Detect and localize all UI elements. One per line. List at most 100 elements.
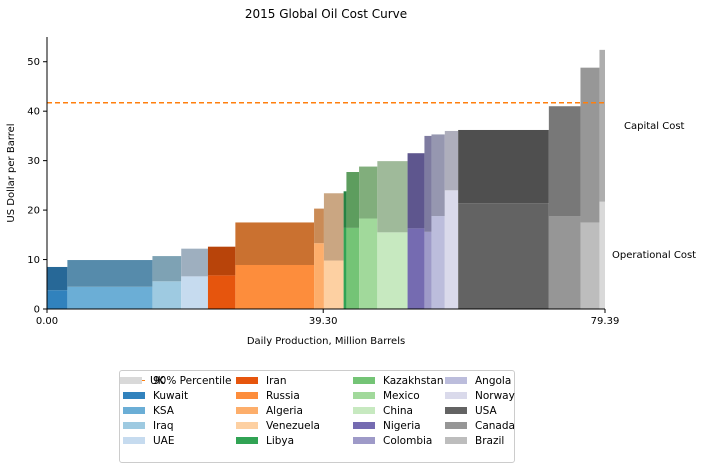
bar-capital-iran	[207, 246, 236, 276]
legend-item-iraq: Iraq	[123, 418, 174, 433]
legend-item-angola: Angola	[445, 373, 511, 388]
legend-item-colombia: Colombia	[353, 433, 432, 448]
y-tick-label: 30	[27, 156, 40, 167]
legend-swatch	[236, 407, 258, 414]
legend-label: Kazakhstan	[383, 374, 444, 387]
legend-item-brazil: Brazil	[445, 433, 504, 448]
y-axis-label: US Dollar per Barrel	[6, 123, 17, 222]
legend-swatch	[120, 377, 142, 384]
bar-capital-iraq	[152, 256, 182, 282]
bar-capital-china	[377, 161, 408, 233]
axes-group: 0 10 20 30 40 50 0.00 39.30 79.39	[27, 37, 619, 327]
bar-operational-venezuela	[323, 260, 344, 309]
bar-operational-kazakhstan	[346, 227, 360, 309]
legend-swatch	[445, 392, 467, 399]
legend-label: Iraq	[153, 419, 174, 432]
legend-label: Libya	[266, 434, 295, 447]
legend-label: USA	[475, 404, 497, 417]
legend-label: Mexico	[383, 389, 420, 402]
bars-group	[47, 49, 605, 309]
legend-item-kazakhstan: Kazakhstan	[353, 373, 444, 388]
legend-item-mexico: Mexico	[353, 388, 420, 403]
bar-capital-nigeria	[407, 153, 425, 229]
bar-operational-libya	[343, 227, 347, 309]
legend-label: UK	[150, 374, 165, 387]
legend-item-nigeria: Nigeria	[353, 418, 421, 433]
y-tick-label: 0	[34, 305, 40, 316]
bar-capital-uk	[599, 49, 605, 202]
legend-label: Kuwait	[153, 389, 189, 402]
legend-item-libya: Libya	[236, 433, 294, 448]
bar-operational-china	[377, 232, 408, 309]
y-tick-label: 50	[27, 57, 40, 68]
legend-item-iran: Iran	[236, 373, 287, 388]
bar-operational-colombia	[424, 231, 432, 309]
legend-swatch	[236, 392, 258, 399]
bar-capital-russia	[235, 222, 315, 265]
legend-item-ksa: KSA	[123, 403, 174, 418]
legend-swatch	[123, 407, 145, 414]
legend-item-russia: Russia	[236, 388, 300, 403]
legend-label: 90% Percentile	[153, 374, 232, 387]
bar-operational-angola	[431, 216, 445, 309]
legend-swatch	[445, 437, 467, 444]
y-tick-label: 20	[27, 206, 40, 217]
bar-operational-nigeria	[407, 228, 425, 309]
legend-label: UAE	[153, 434, 175, 447]
bar-capital-brazil	[580, 67, 600, 223]
bar-capital-kazakhstan	[346, 172, 360, 228]
bar-operational-brazil	[580, 222, 600, 309]
bar-capital-algeria	[314, 208, 324, 244]
legend-swatch	[236, 437, 258, 444]
legend-swatch	[353, 437, 375, 444]
x-tick-label: 39.30	[309, 316, 338, 327]
legend-item-china: China	[353, 403, 413, 418]
legend-swatch	[123, 392, 145, 399]
chart-title: 2015 Global Oil Cost Curve	[245, 7, 407, 21]
legend-swatch	[353, 392, 375, 399]
bar-capital-norway	[444, 130, 459, 191]
legend-label: Iran	[266, 374, 287, 387]
legend-label: Angola	[475, 374, 512, 387]
bar-operational-iraq	[152, 281, 182, 309]
bar-capital-ksa	[67, 260, 153, 287]
x-tick-label: 79.39	[591, 316, 620, 327]
bar-operational-uk	[599, 201, 605, 309]
legend-swatch	[445, 377, 467, 384]
legend-label: Norway	[475, 389, 515, 402]
legend-label: Canada	[475, 419, 515, 432]
bar-operational-usa	[458, 203, 549, 309]
legend-item-canada: Canada	[445, 418, 515, 433]
legend-swatch	[123, 437, 145, 444]
bar-capital-libya	[343, 191, 347, 228]
bar-capital-colombia	[424, 135, 432, 232]
legend-label: Colombia	[383, 434, 433, 447]
capital-cost-annotation: Capital Cost	[624, 121, 685, 132]
legend-swatch	[353, 377, 375, 384]
legend-item-algeria: Algeria	[236, 403, 303, 418]
legend-item-kuwait: Kuwait	[123, 388, 188, 403]
legend-swatch	[123, 422, 145, 429]
legend-label: China	[383, 404, 413, 417]
bar-operational-kuwait	[47, 290, 68, 309]
legend-swatch	[445, 407, 467, 414]
legend-item-venezuela: Venezuela	[236, 418, 320, 433]
x-tick-label: 0.00	[36, 316, 58, 327]
y-tick-label: 40	[27, 107, 40, 118]
legend-item-norway: Norway	[445, 388, 515, 403]
bar-capital-usa	[458, 129, 549, 204]
bar-operational-algeria	[314, 243, 324, 309]
bar-operational-canada	[548, 216, 581, 309]
bar-capital-canada	[548, 106, 581, 217]
bar-capital-kuwait	[47, 266, 68, 291]
legend: 90% Percentile Kuwait KSA Iraq UAE Iran Russia…	[119, 370, 515, 463]
bar-operational-mexico	[359, 218, 378, 309]
legend-label: Brazil	[475, 434, 505, 447]
bar-capital-uae	[181, 248, 208, 277]
x-axis-label: Daily Production, Million Barrels	[247, 336, 405, 347]
legend-swatch	[236, 422, 258, 429]
legend-label: Algeria	[266, 404, 303, 417]
operational-cost-annotation: Operational Cost	[612, 250, 696, 261]
legend-label: Nigeria	[383, 419, 421, 432]
